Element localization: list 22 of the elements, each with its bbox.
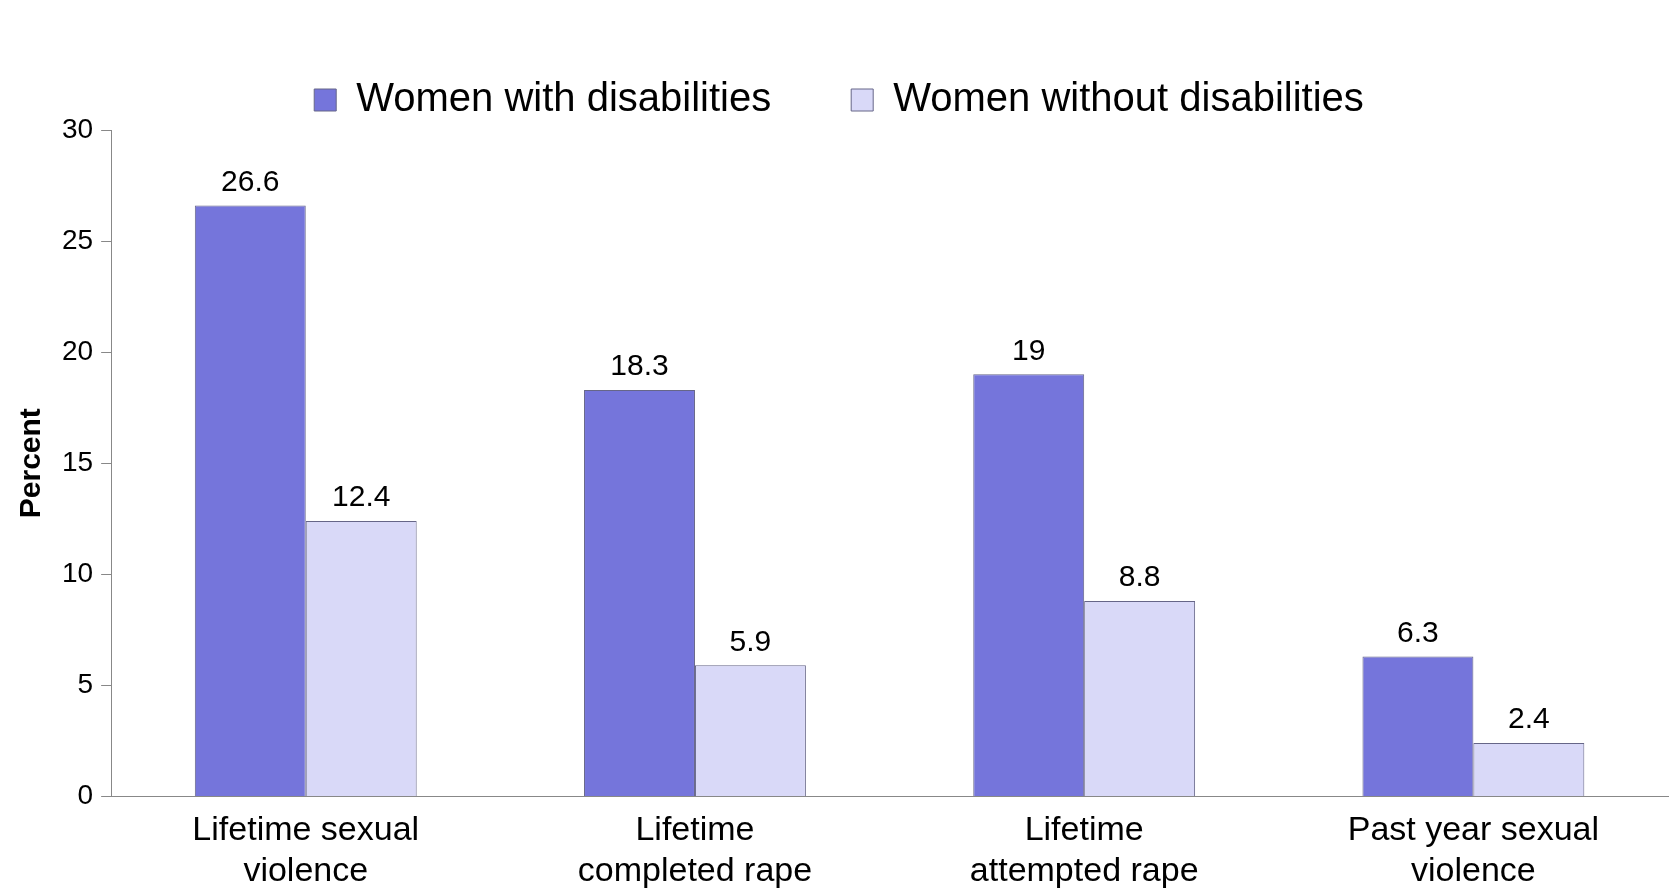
y-tick-label: 30 xyxy=(61,112,94,144)
y-tick-label: 0 xyxy=(77,779,94,811)
legend-label: Women with disabilities xyxy=(356,75,772,120)
data-label: 26.6 xyxy=(221,163,280,197)
y-tick-label: 5 xyxy=(77,668,94,700)
y-tick-label: 25 xyxy=(61,223,94,255)
y-tick-label: 15 xyxy=(61,445,94,477)
legend-label: Women without disabilities xyxy=(893,75,1364,120)
x-tick-label: Past year sexual violence xyxy=(1347,809,1600,888)
y-axis-title: Percent xyxy=(13,408,47,519)
data-label: 18.3 xyxy=(610,348,669,382)
data-label: 19 xyxy=(1012,332,1046,366)
x-tick-label: Lifetime sexual violence xyxy=(192,809,420,888)
data-label: 2.4 xyxy=(1508,701,1550,735)
x-tick-label: Lifetime attempted rape xyxy=(969,809,1199,888)
data-label: 12.4 xyxy=(332,479,391,513)
data-label: 8.8 xyxy=(1118,559,1161,593)
data-label: 6.3 xyxy=(1397,614,1439,648)
x-tick-label: Lifetime completed rape xyxy=(577,809,813,888)
y-tick-label: 20 xyxy=(61,334,94,366)
y-tick-label: 10 xyxy=(61,556,94,588)
data-label: 5.9 xyxy=(729,623,772,657)
